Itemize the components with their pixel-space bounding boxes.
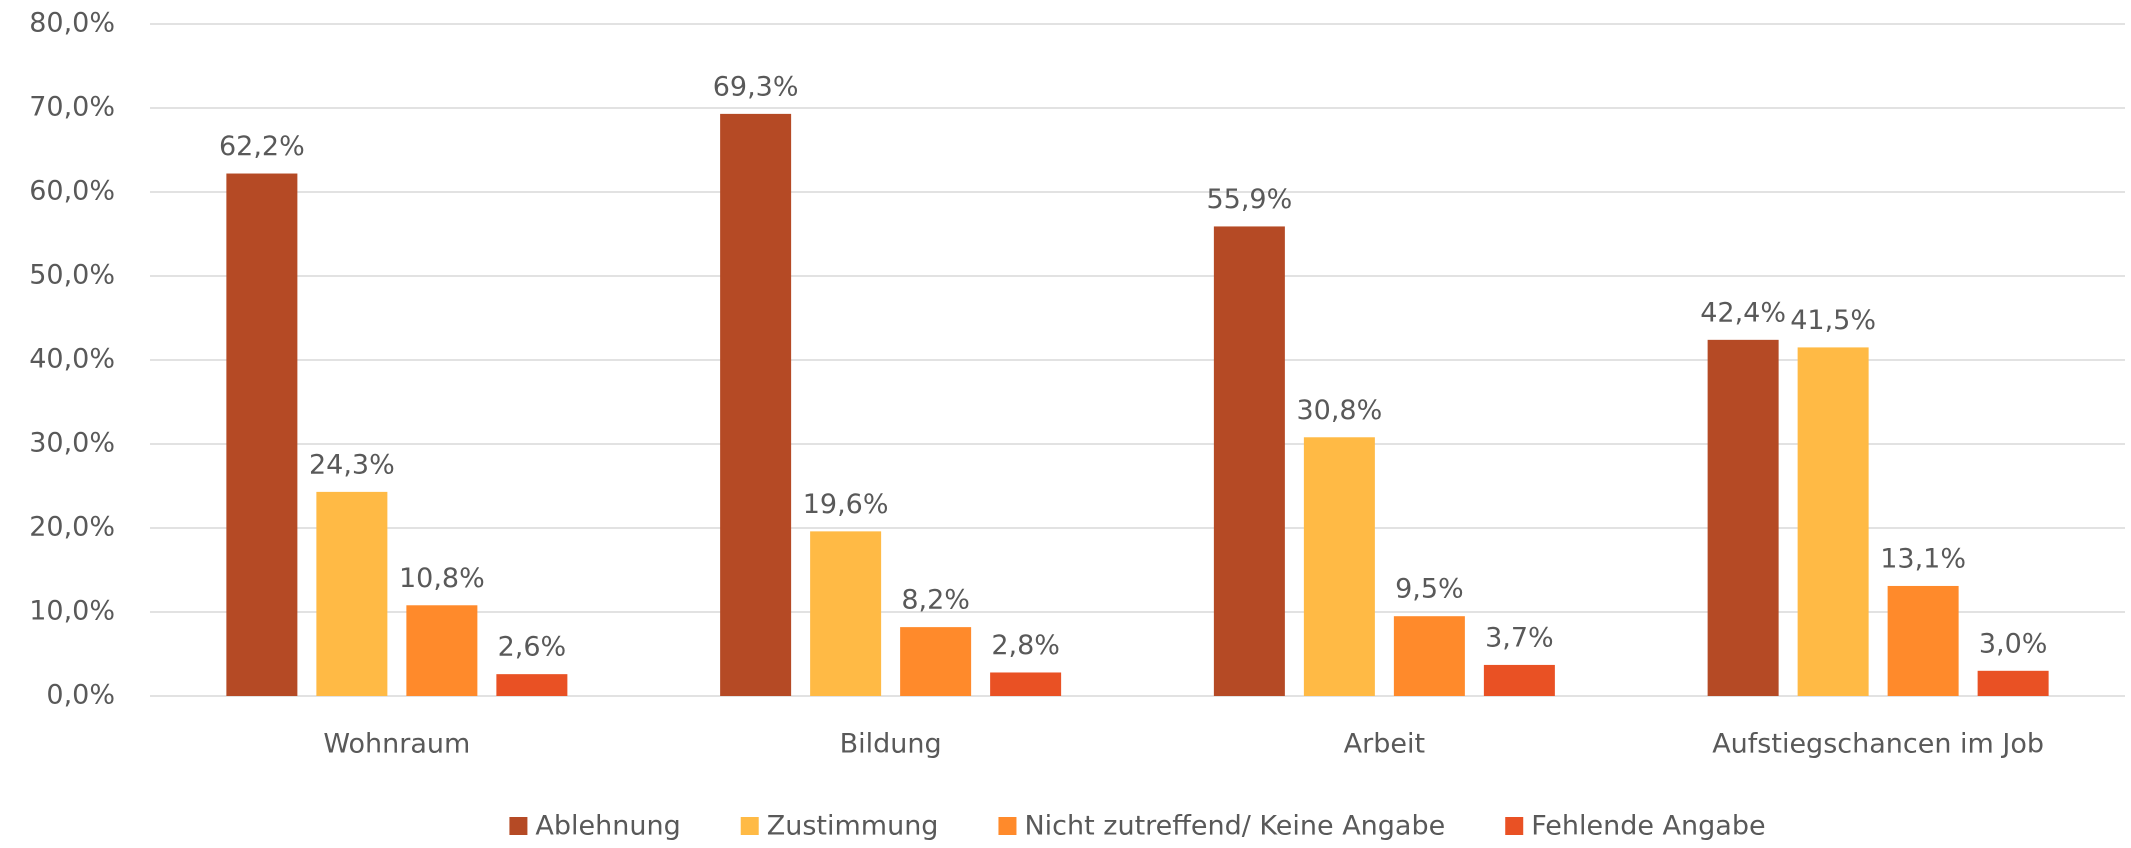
- y-tick-label: 30,0%: [29, 428, 115, 459]
- data-label: 62,2%: [219, 131, 305, 162]
- bar: [720, 113, 792, 696]
- bar: [316, 491, 388, 696]
- legend-swatch: [998, 817, 1017, 835]
- x-tick-label: Arbeit: [1344, 729, 1425, 760]
- bar: [406, 605, 478, 696]
- bar: [226, 173, 298, 696]
- bar: [1797, 347, 1869, 696]
- data-label: 3,7%: [1485, 622, 1554, 653]
- data-label: 2,8%: [991, 630, 1060, 661]
- y-tick-label: 10,0%: [29, 596, 115, 627]
- data-label: 8,2%: [901, 585, 970, 616]
- legend-swatch: [740, 817, 759, 835]
- data-label: 69,3%: [713, 71, 799, 102]
- y-tick-label: 50,0%: [29, 260, 115, 291]
- bar: [1213, 226, 1285, 696]
- bar: [1483, 664, 1555, 696]
- x-tick-label: Wohnraum: [323, 729, 470, 760]
- bar: [1977, 670, 2049, 696]
- data-label: 2,6%: [498, 632, 567, 663]
- bar: [1887, 585, 1959, 696]
- y-tick-label: 40,0%: [29, 344, 115, 375]
- data-label: 9,5%: [1395, 574, 1464, 605]
- bar: [810, 531, 882, 696]
- legend-swatch: [1505, 817, 1524, 835]
- y-tick-label: 20,0%: [29, 512, 115, 543]
- y-tick-label: 80,0%: [29, 8, 115, 39]
- legend-label: Ablehnung: [535, 811, 680, 842]
- bar: [1303, 437, 1375, 696]
- data-label: 42,4%: [1700, 297, 1786, 328]
- legend-swatch: [509, 817, 528, 835]
- data-label: 10,8%: [399, 563, 485, 594]
- bar: [990, 672, 1062, 696]
- y-tick-label: 60,0%: [29, 176, 115, 207]
- data-label: 19,6%: [803, 489, 889, 520]
- bar: [1707, 339, 1779, 696]
- x-tick-label: Bildung: [840, 729, 942, 760]
- data-label: 41,5%: [1790, 305, 1876, 336]
- data-label: 55,9%: [1206, 184, 1292, 215]
- legend-label: Zustimmung: [767, 811, 939, 842]
- data-label: 13,1%: [1880, 543, 1966, 574]
- y-tick-label: 0,0%: [46, 680, 115, 711]
- x-tick-label: Aufstiegschancen im Job: [1712, 729, 2044, 760]
- data-label: 24,3%: [309, 449, 395, 480]
- bar: [1393, 616, 1465, 696]
- legend-label: Fehlende Angabe: [1531, 811, 1765, 842]
- bar: [900, 627, 972, 696]
- legend-label: Nicht zutreffend/ Keine Angabe: [1024, 811, 1445, 842]
- data-label: 3,0%: [1979, 628, 2048, 659]
- y-tick-label: 70,0%: [29, 92, 115, 123]
- data-label: 30,8%: [1296, 395, 1382, 426]
- bar: [496, 674, 568, 696]
